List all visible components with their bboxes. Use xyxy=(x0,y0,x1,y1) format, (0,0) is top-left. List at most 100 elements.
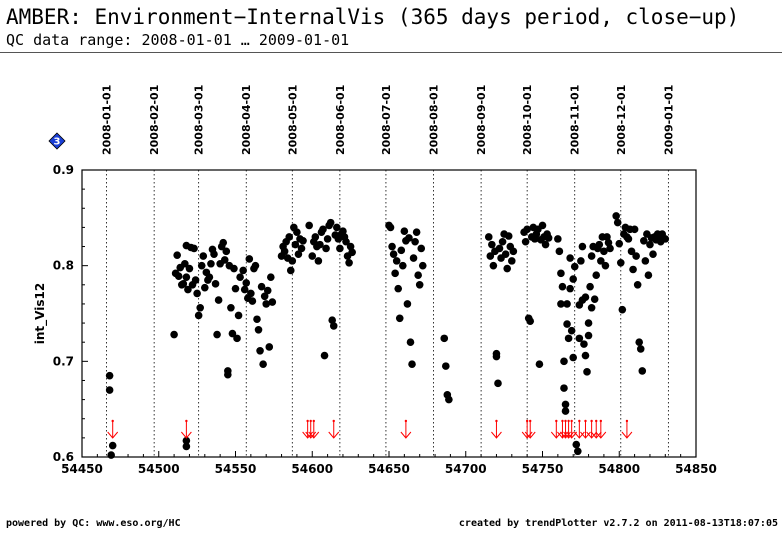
y-axis-label: int_Vis12 xyxy=(33,283,48,344)
x-tick-label: 54850 xyxy=(675,462,717,476)
data-point xyxy=(486,252,495,260)
badge-label: 3 xyxy=(54,137,61,148)
date-tick-label: 2008-09-01 xyxy=(475,85,488,155)
data-point xyxy=(504,232,513,240)
data-point xyxy=(644,271,653,280)
date-tick-label: 2008-08-01 xyxy=(428,85,441,155)
data-point xyxy=(554,235,562,243)
data-point xyxy=(263,286,272,295)
data-point xyxy=(541,240,550,249)
data-point xyxy=(603,233,611,241)
data-point xyxy=(570,262,579,271)
data-point xyxy=(409,254,418,262)
data-point xyxy=(557,300,565,308)
badge-diamond-shape xyxy=(48,132,66,150)
data-point xyxy=(563,300,571,308)
outlier-arrow-dot xyxy=(309,419,312,423)
data-point xyxy=(564,334,573,343)
data-point xyxy=(247,289,255,298)
data-point xyxy=(590,295,599,303)
x-tick-label: 54550 xyxy=(215,462,257,476)
outlier-arrow-dot xyxy=(564,419,567,423)
data-point xyxy=(587,252,596,260)
data-point xyxy=(314,257,323,265)
axes: 54450 54500 54550 54600 54650 54700 54750 54800… xyxy=(53,163,717,476)
data-point xyxy=(418,261,427,270)
data-point xyxy=(190,244,198,253)
date-tick-label: 2008-11-01 xyxy=(569,85,582,155)
data-point xyxy=(635,338,644,347)
data-point xyxy=(286,266,295,275)
outlier-arrow-head xyxy=(595,431,607,439)
data-point xyxy=(566,254,574,262)
data-point xyxy=(580,340,588,348)
page-title: AMBER: Environment−InternalVis (365 days… xyxy=(6,5,740,29)
x-tick-label: 54800 xyxy=(598,462,640,476)
data-point xyxy=(182,273,191,281)
data-point xyxy=(248,297,257,305)
data-point xyxy=(170,330,178,339)
data-point xyxy=(211,280,220,288)
outlier-arrow-dot xyxy=(584,419,587,423)
outlier-arrow-dot xyxy=(625,419,629,423)
data-point xyxy=(574,447,582,456)
data-point xyxy=(411,237,419,246)
data-point xyxy=(196,303,204,312)
outlier-arrow-dot xyxy=(525,419,529,423)
data-point xyxy=(288,257,297,265)
data-point xyxy=(239,266,247,275)
outlier-arrow-head xyxy=(400,431,412,439)
data-point xyxy=(498,237,507,246)
data-point xyxy=(316,240,324,249)
footer-created-by: created by trendPlotter v2.7.2 on 2011-0… xyxy=(458,518,778,529)
outlier-arrow-head xyxy=(586,431,598,439)
y-tick-label: 0.9 xyxy=(53,163,74,177)
data-point xyxy=(245,255,254,263)
data-point xyxy=(415,281,424,289)
date-tick-label: 2008-04-01 xyxy=(240,85,253,155)
data-point xyxy=(234,311,243,320)
x-tick-label: 54600 xyxy=(291,462,333,476)
data-point xyxy=(388,242,396,251)
outlier-arrow-head xyxy=(590,431,602,439)
data-point xyxy=(606,244,614,253)
data-point xyxy=(199,252,208,260)
data-point xyxy=(538,221,547,230)
y-tick-label: 0.8 xyxy=(53,259,74,273)
data-point xyxy=(267,273,275,281)
data-point xyxy=(257,282,266,291)
outlier-arrow-head xyxy=(621,431,633,439)
data-point xyxy=(182,442,191,451)
data-point xyxy=(173,251,181,259)
data-point xyxy=(405,234,413,242)
data-point xyxy=(222,247,231,256)
data-point xyxy=(488,240,496,249)
data-point xyxy=(618,305,627,314)
date-markers: 2008-01-01 2008-02-01 2008-03-01 2008-04-01… xyxy=(101,85,676,155)
outlier-arrow-head xyxy=(308,431,320,439)
data-point xyxy=(638,367,647,375)
outlier-arrow-head xyxy=(566,431,578,439)
data-point xyxy=(311,233,320,241)
data-point xyxy=(636,345,645,353)
y-tick-label: 0.6 xyxy=(53,450,74,464)
data-point xyxy=(586,282,594,291)
data-point xyxy=(445,395,453,404)
data-point xyxy=(174,272,183,280)
outlier-arrow-dot xyxy=(555,419,558,423)
footer-powered-by: powered by QC: www.eso.org/HC xyxy=(6,518,181,529)
data-point xyxy=(597,257,605,265)
data-point xyxy=(308,252,317,260)
data-point xyxy=(320,351,329,360)
data-point xyxy=(231,284,240,293)
data-point xyxy=(440,334,449,343)
data-point xyxy=(601,261,610,270)
data-point xyxy=(346,242,355,251)
data-point xyxy=(632,252,640,260)
outlier-arrow-dot xyxy=(332,419,335,423)
data-point xyxy=(417,244,426,253)
month-gridlines xyxy=(106,170,669,457)
data-point xyxy=(291,240,300,249)
date-tick-label: 2008-05-01 xyxy=(286,85,299,155)
data-point xyxy=(182,436,191,445)
